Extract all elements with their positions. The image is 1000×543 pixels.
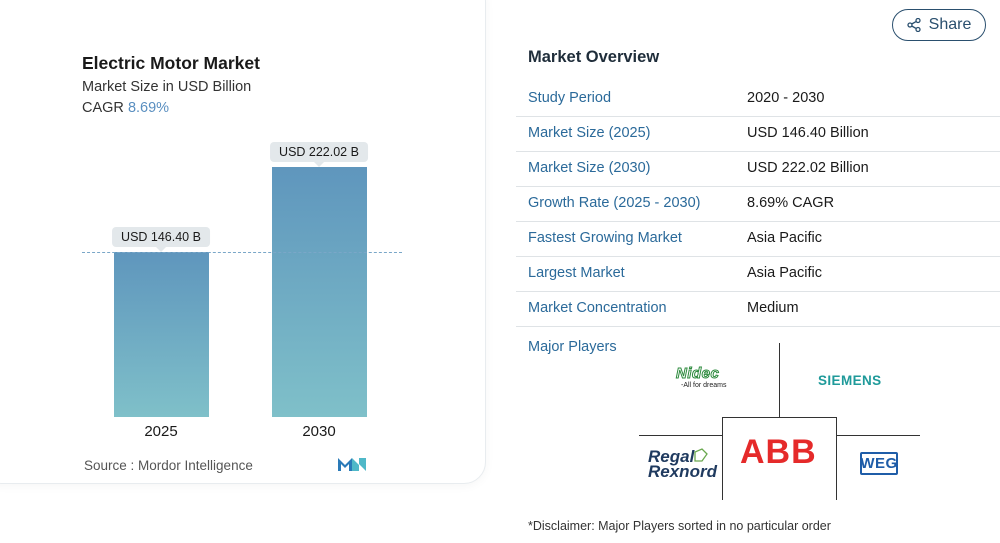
chart-subtitle: Market Size in USD Billion (82, 79, 252, 95)
nidec-name: Nidec (676, 365, 720, 382)
row-label: Market Size (2030) (528, 160, 651, 176)
mordor-logo-icon (338, 458, 366, 471)
cagr-line: CAGR 8.69% (82, 100, 169, 116)
abb-logo-icon: ABB (740, 433, 817, 471)
chart-card (0, 0, 486, 484)
grid-divider (722, 417, 837, 418)
overview-table: Study Period 2020 - 2030 Market Size (20… (516, 82, 1000, 327)
row-label: Largest Market (528, 265, 625, 281)
regal-rexnord-logo-icon: Regal Rexnord (648, 447, 717, 481)
row-value: 2020 - 2030 (747, 90, 825, 106)
cagr-label: CAGR (82, 100, 124, 116)
table-row: Fastest Growing Market Asia Pacific (516, 222, 1000, 257)
table-row: Largest Market Asia Pacific (516, 257, 1000, 292)
grid-divider (836, 435, 920, 436)
row-label: Study Period (528, 90, 612, 106)
grid-divider (779, 343, 780, 417)
siemens-logo-icon: SIEMENS (818, 373, 882, 388)
share-label: Share (928, 16, 972, 33)
row-label: Growth Rate (2025 - 2030) (528, 195, 701, 211)
regal-leaf-icon (694, 448, 708, 462)
reference-line (82, 252, 402, 254)
row-value: USD 222.02 Billion (747, 160, 869, 176)
table-row: Market Concentration Medium (516, 292, 1000, 327)
cagr-value: 8.69% (127, 100, 170, 116)
chart-title: Electric Motor Market (82, 53, 260, 73)
table-row: Market Size (2025) USD 146.40 Billion (516, 117, 1000, 152)
major-players-label: Major Players (528, 339, 617, 355)
regal-rexnord-name: Regal Rexnord (648, 447, 717, 481)
x-tick-2030: 2030 (302, 423, 336, 440)
row-value: Medium (747, 300, 799, 316)
row-value: 8.69% CAGR (747, 195, 835, 211)
overview-title: Market Overview (528, 48, 660, 66)
disclaimer: *Disclaimer: Major Players sorted in no … (528, 519, 831, 533)
row-value: Asia Pacific (747, 230, 822, 246)
data-label-2030: USD 222.02 B (270, 142, 368, 167)
bar-2030 (271, 167, 367, 417)
row-value: Asia Pacific (747, 265, 822, 281)
data-label-2025: USD 146.40 B (112, 227, 210, 253)
share-button[interactable]: Share (892, 9, 986, 41)
nidec-tagline: -All for dreams (681, 382, 727, 389)
table-row: Growth Rate (2025 - 2030) 8.69% CAGR (516, 187, 1000, 222)
row-label: Market Concentration (528, 300, 667, 316)
weg-logo-icon: WEG (860, 452, 898, 475)
bar-2025 (113, 252, 209, 417)
grid-divider (722, 417, 723, 500)
x-tick-2025: 2025 (144, 423, 178, 440)
nidec-logo-icon: Nidec -All for dreams (676, 366, 727, 390)
table-row: Market Size (2030) USD 222.02 Billion (516, 152, 1000, 187)
row-value: USD 146.40 Billion (747, 125, 869, 141)
grid-divider (639, 435, 722, 436)
table-row: Study Period 2020 - 2030 (516, 82, 1000, 117)
row-label: Fastest Growing Market (528, 230, 682, 246)
source-note: Source : Mordor Intelligence (84, 458, 253, 473)
share-icon (906, 18, 921, 32)
grid-divider (836, 417, 837, 500)
row-label: Market Size (2025) (528, 125, 651, 141)
